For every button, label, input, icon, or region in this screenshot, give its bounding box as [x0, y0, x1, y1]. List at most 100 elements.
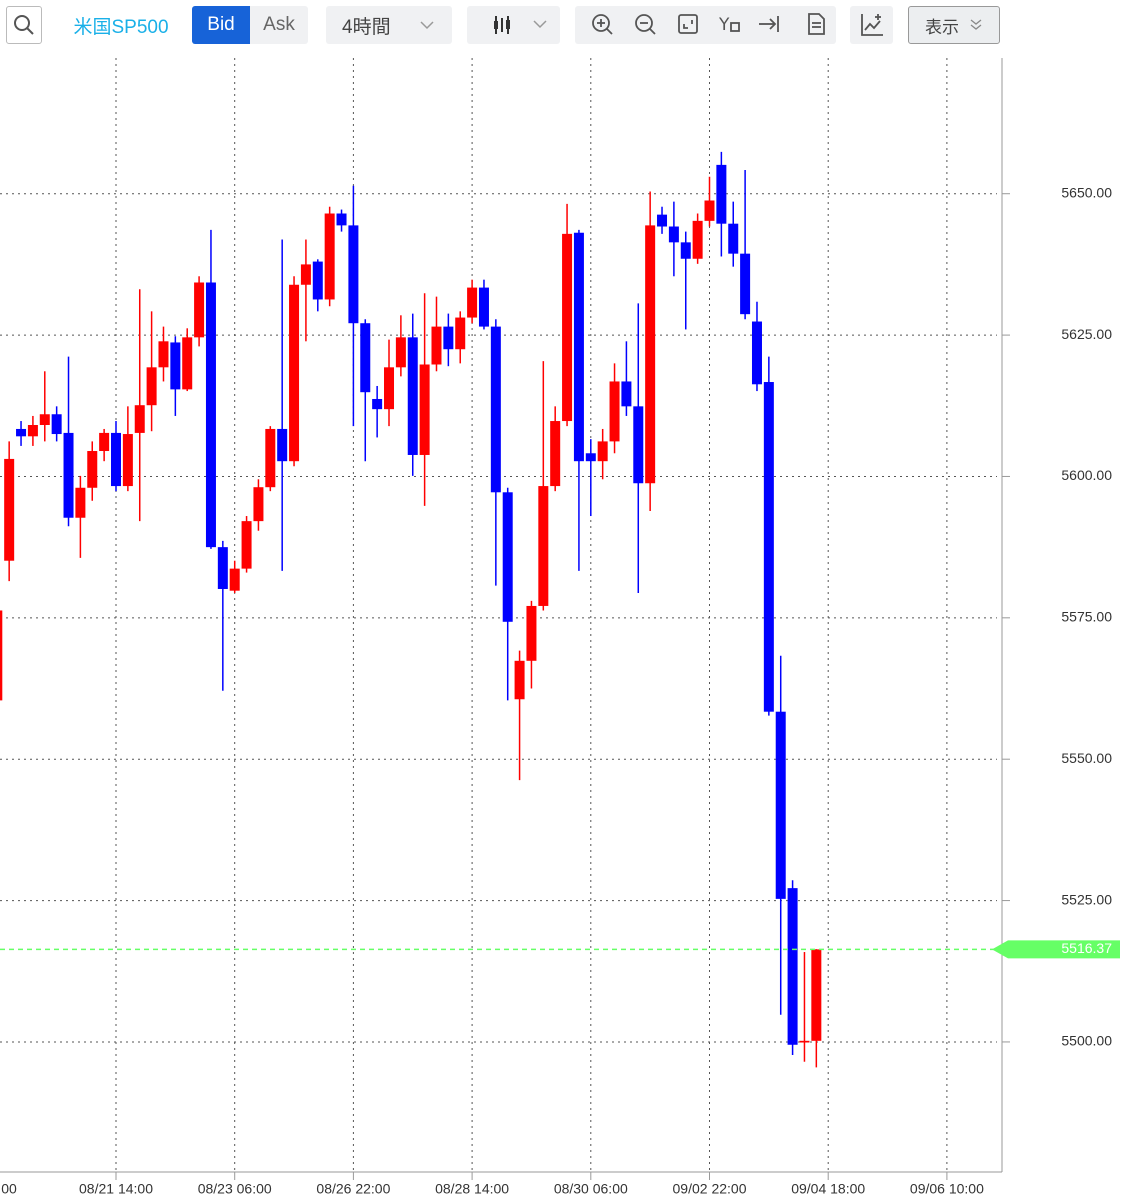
candle-body: [182, 337, 193, 390]
candle-body: [27, 424, 38, 437]
candle-body: [4, 458, 15, 561]
candle-body: [419, 364, 430, 455]
candle-body: [111, 432, 121, 487]
candle-body: [348, 225, 359, 324]
y-tick-label: 5600.00: [1061, 467, 1112, 483]
candle-body: [573, 232, 584, 462]
candle-body: [241, 521, 252, 569]
candle-body: [728, 223, 739, 254]
bid-button[interactable]: Bid: [192, 6, 250, 44]
x-tick-label: 08/28 14:00: [435, 1181, 509, 1197]
candle-body: [609, 381, 620, 442]
current-price-label: 5516.37: [1061, 940, 1112, 956]
candle-body: [585, 453, 596, 462]
chart-type-icon: [493, 16, 547, 34]
candle-body: [740, 253, 751, 315]
candle-body: [205, 282, 216, 548]
candle-body: [597, 441, 608, 462]
candle-body: [502, 492, 513, 622]
candle-body: [63, 432, 74, 518]
candle-body: [39, 414, 50, 425]
candle-body: [621, 381, 632, 407]
current-price-tag: [992, 940, 1120, 959]
dropdown-arrow: [420, 21, 434, 30]
candle-body: [490, 326, 501, 493]
toolbar: 米国SP500 Bid Ask 4時間 Y 表示: [0, 0, 1126, 54]
candle-body: [716, 164, 727, 224]
candle-body: [467, 287, 478, 318]
candle-body: [657, 214, 668, 227]
candle-body: [478, 287, 489, 327]
display-arrow: [970, 19, 982, 30]
x-tick-label: 09/02 22:00: [673, 1181, 747, 1197]
candle-body: [336, 213, 347, 226]
candle-body: [384, 367, 395, 410]
ask-button[interactable]: Ask: [250, 6, 308, 44]
candle-body: [265, 428, 276, 488]
interval-label: 4時間: [342, 16, 391, 38]
candle-body: [99, 432, 110, 452]
candle-body: [146, 367, 157, 406]
y-tick-label: 5625.00: [1061, 326, 1112, 342]
candle-body: [51, 414, 62, 435]
indicator-button[interactable]: [850, 6, 893, 44]
candle-body: [312, 261, 323, 300]
indicator-icon: [860, 14, 883, 36]
candle-body: [550, 421, 561, 487]
candle-body: [775, 711, 786, 899]
candle-body: [668, 226, 679, 243]
candle-body: [751, 321, 762, 385]
candle-body: [229, 568, 240, 591]
symbol[interactable]: 米国SP500: [73, 16, 169, 38]
interval-dropdown[interactable]: 4時間: [326, 6, 452, 44]
candle-body: [633, 406, 644, 484]
candle-body: [300, 264, 311, 285]
candle-body: [75, 487, 86, 518]
search-button[interactable]: [6, 6, 42, 44]
display-label: 表示: [925, 17, 959, 37]
candle-body: [395, 337, 406, 368]
candle-body: [217, 547, 228, 589]
candle-body: [16, 428, 27, 437]
y-tick-label: 5575.00: [1061, 609, 1112, 625]
candle-body: [538, 486, 549, 606]
y-tick-label: 5650.00: [1061, 184, 1112, 200]
candle-body: [407, 337, 418, 455]
y-tick-label: 5500.00: [1061, 1033, 1112, 1049]
candle-body: [763, 382, 774, 712]
candle-body: [134, 405, 145, 433]
candle-body: [360, 323, 371, 393]
x-tick-label: 00: [1, 1181, 17, 1197]
tool-icons: Y: [591, 13, 825, 35]
y-tick-label: 5525.00: [1061, 891, 1112, 907]
x-tick-label: 08/26 22:00: [316, 1181, 390, 1197]
candle-body: [455, 317, 466, 350]
candle-body: [526, 605, 537, 661]
candle-body: [324, 213, 335, 300]
candle-body: [680, 242, 691, 259]
candle-body: [289, 284, 300, 462]
candle-body: [431, 326, 442, 365]
x-tick-label: 09/06 10:00: [910, 1181, 984, 1197]
candle-body: [87, 451, 98, 488]
svg-text:Y: Y: [718, 15, 730, 35]
candle-body: [799, 1040, 810, 1043]
candle-body: [787, 888, 798, 1045]
candle-body: [0, 610, 3, 701]
chart-type-dropdown[interactable]: [467, 6, 560, 44]
candle-body: [277, 428, 288, 462]
candle-body: [514, 660, 525, 700]
candle-body: [692, 220, 703, 259]
candle-body: [704, 200, 715, 221]
candle-body: [443, 326, 454, 350]
candle-body: [170, 342, 181, 390]
search-icon: [14, 15, 34, 35]
x-tick-label: 08/23 06:00: [198, 1181, 272, 1197]
candle-body: [562, 233, 573, 422]
display-button[interactable]: 表示: [908, 6, 1000, 44]
candle-body: [194, 282, 205, 338]
candle-body: [811, 949, 822, 1041]
candle-body: [158, 341, 169, 368]
